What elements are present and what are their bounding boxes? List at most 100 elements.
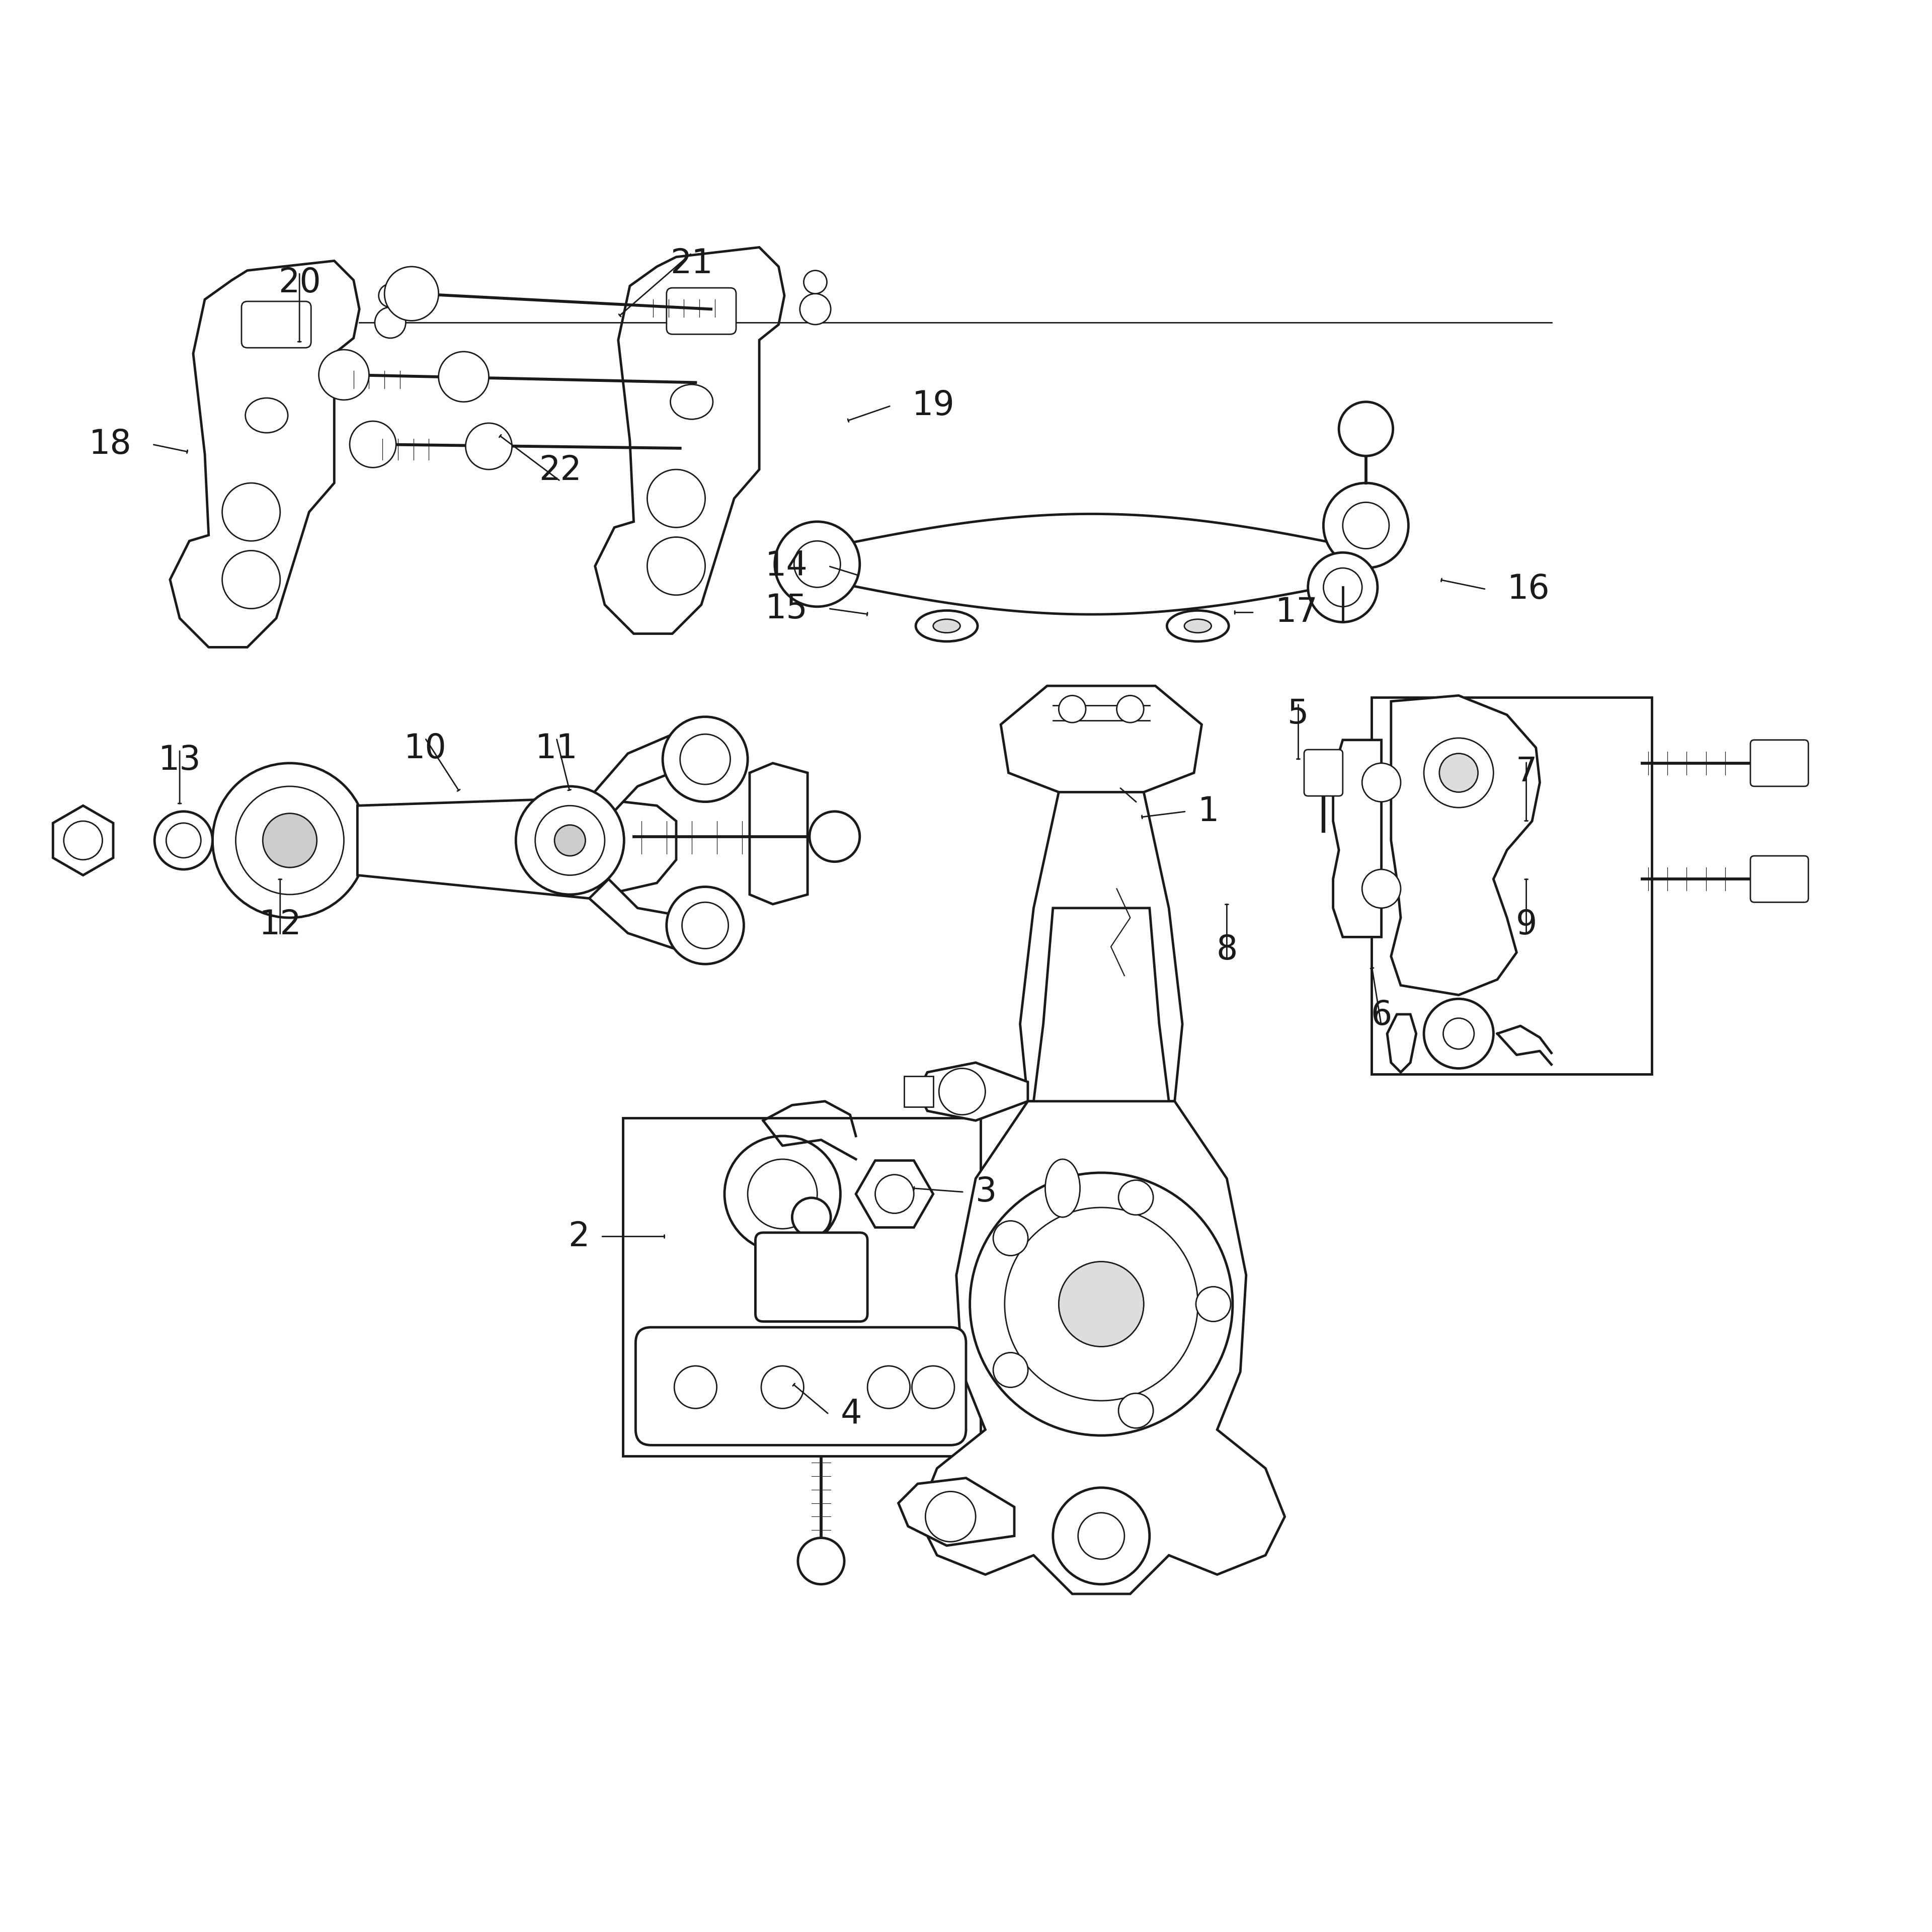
Text: 13: 13 <box>158 744 201 777</box>
Polygon shape <box>1020 792 1182 1101</box>
Polygon shape <box>1387 1014 1416 1072</box>
Text: 20: 20 <box>278 267 321 299</box>
FancyBboxPatch shape <box>904 1076 933 1107</box>
Circle shape <box>792 1198 831 1236</box>
Text: 17: 17 <box>1275 595 1318 630</box>
Ellipse shape <box>670 384 713 419</box>
Text: 21: 21 <box>670 247 713 280</box>
Circle shape <box>663 717 748 802</box>
Text: 4: 4 <box>840 1397 862 1432</box>
Circle shape <box>516 786 624 895</box>
Circle shape <box>384 267 439 321</box>
Circle shape <box>1443 1018 1474 1049</box>
Circle shape <box>993 1221 1028 1256</box>
Bar <box>622 1119 981 1457</box>
Text: 19: 19 <box>912 388 954 423</box>
Circle shape <box>379 284 402 307</box>
Circle shape <box>682 902 728 949</box>
Ellipse shape <box>933 620 960 634</box>
Ellipse shape <box>166 823 201 858</box>
Circle shape <box>439 352 489 402</box>
Circle shape <box>867 1366 910 1408</box>
Polygon shape <box>1391 696 1540 995</box>
Circle shape <box>1005 1208 1198 1401</box>
Circle shape <box>794 541 840 587</box>
Circle shape <box>222 551 280 609</box>
Circle shape <box>1424 999 1493 1068</box>
Circle shape <box>725 1136 840 1252</box>
FancyBboxPatch shape <box>242 301 311 348</box>
Circle shape <box>798 1538 844 1584</box>
Text: 18: 18 <box>89 427 131 462</box>
Circle shape <box>1362 869 1401 908</box>
Circle shape <box>319 350 369 400</box>
Polygon shape <box>52 806 114 875</box>
Circle shape <box>647 469 705 527</box>
Circle shape <box>810 811 860 862</box>
Circle shape <box>939 1068 985 1115</box>
Circle shape <box>748 1159 817 1229</box>
Polygon shape <box>1333 740 1381 937</box>
FancyBboxPatch shape <box>1304 750 1343 796</box>
Circle shape <box>970 1173 1233 1435</box>
Circle shape <box>1078 1513 1124 1559</box>
Circle shape <box>1308 553 1378 622</box>
Circle shape <box>1059 696 1086 723</box>
Circle shape <box>647 537 705 595</box>
Circle shape <box>912 1366 954 1408</box>
Circle shape <box>263 813 317 867</box>
Polygon shape <box>918 1101 1285 1594</box>
FancyBboxPatch shape <box>667 288 736 334</box>
Polygon shape <box>821 514 1362 614</box>
Text: 1: 1 <box>1198 794 1219 829</box>
Ellipse shape <box>1045 1159 1080 1217</box>
Circle shape <box>1323 483 1408 568</box>
Polygon shape <box>918 1063 1028 1121</box>
Ellipse shape <box>245 398 288 433</box>
Ellipse shape <box>1167 611 1229 641</box>
Circle shape <box>1196 1287 1231 1321</box>
Circle shape <box>667 887 744 964</box>
Text: 10: 10 <box>404 732 446 765</box>
Circle shape <box>800 294 831 325</box>
Ellipse shape <box>1184 620 1211 634</box>
Circle shape <box>1424 738 1493 808</box>
Bar <box>1372 697 1652 1074</box>
Polygon shape <box>595 247 784 634</box>
Circle shape <box>350 421 396 468</box>
Ellipse shape <box>155 811 213 869</box>
Polygon shape <box>589 725 744 817</box>
Circle shape <box>775 522 860 607</box>
Circle shape <box>804 270 827 294</box>
Circle shape <box>1362 763 1401 802</box>
Text: 5: 5 <box>1287 697 1310 730</box>
FancyBboxPatch shape <box>1750 740 1808 786</box>
Text: 22: 22 <box>539 454 582 487</box>
Circle shape <box>680 734 730 784</box>
Text: 14: 14 <box>765 549 808 583</box>
Circle shape <box>993 1352 1028 1387</box>
Circle shape <box>875 1175 914 1213</box>
Circle shape <box>213 763 367 918</box>
Text: 3: 3 <box>976 1175 997 1209</box>
Polygon shape <box>898 1478 1014 1546</box>
Text: 6: 6 <box>1370 999 1393 1032</box>
Circle shape <box>1119 1393 1153 1428</box>
Text: 9: 9 <box>1515 908 1538 941</box>
Text: 12: 12 <box>259 908 301 941</box>
Text: 2: 2 <box>568 1219 589 1254</box>
Circle shape <box>1343 502 1389 549</box>
Text: 7: 7 <box>1515 755 1538 788</box>
Text: 11: 11 <box>535 732 578 765</box>
FancyBboxPatch shape <box>755 1233 867 1321</box>
FancyBboxPatch shape <box>1750 856 1808 902</box>
Polygon shape <box>750 763 808 904</box>
Polygon shape <box>856 1161 933 1227</box>
Circle shape <box>1059 1262 1144 1347</box>
Text: 15: 15 <box>765 591 808 626</box>
Polygon shape <box>589 879 738 952</box>
Circle shape <box>375 307 406 338</box>
Circle shape <box>1117 696 1144 723</box>
Circle shape <box>1339 402 1393 456</box>
Circle shape <box>64 821 102 860</box>
